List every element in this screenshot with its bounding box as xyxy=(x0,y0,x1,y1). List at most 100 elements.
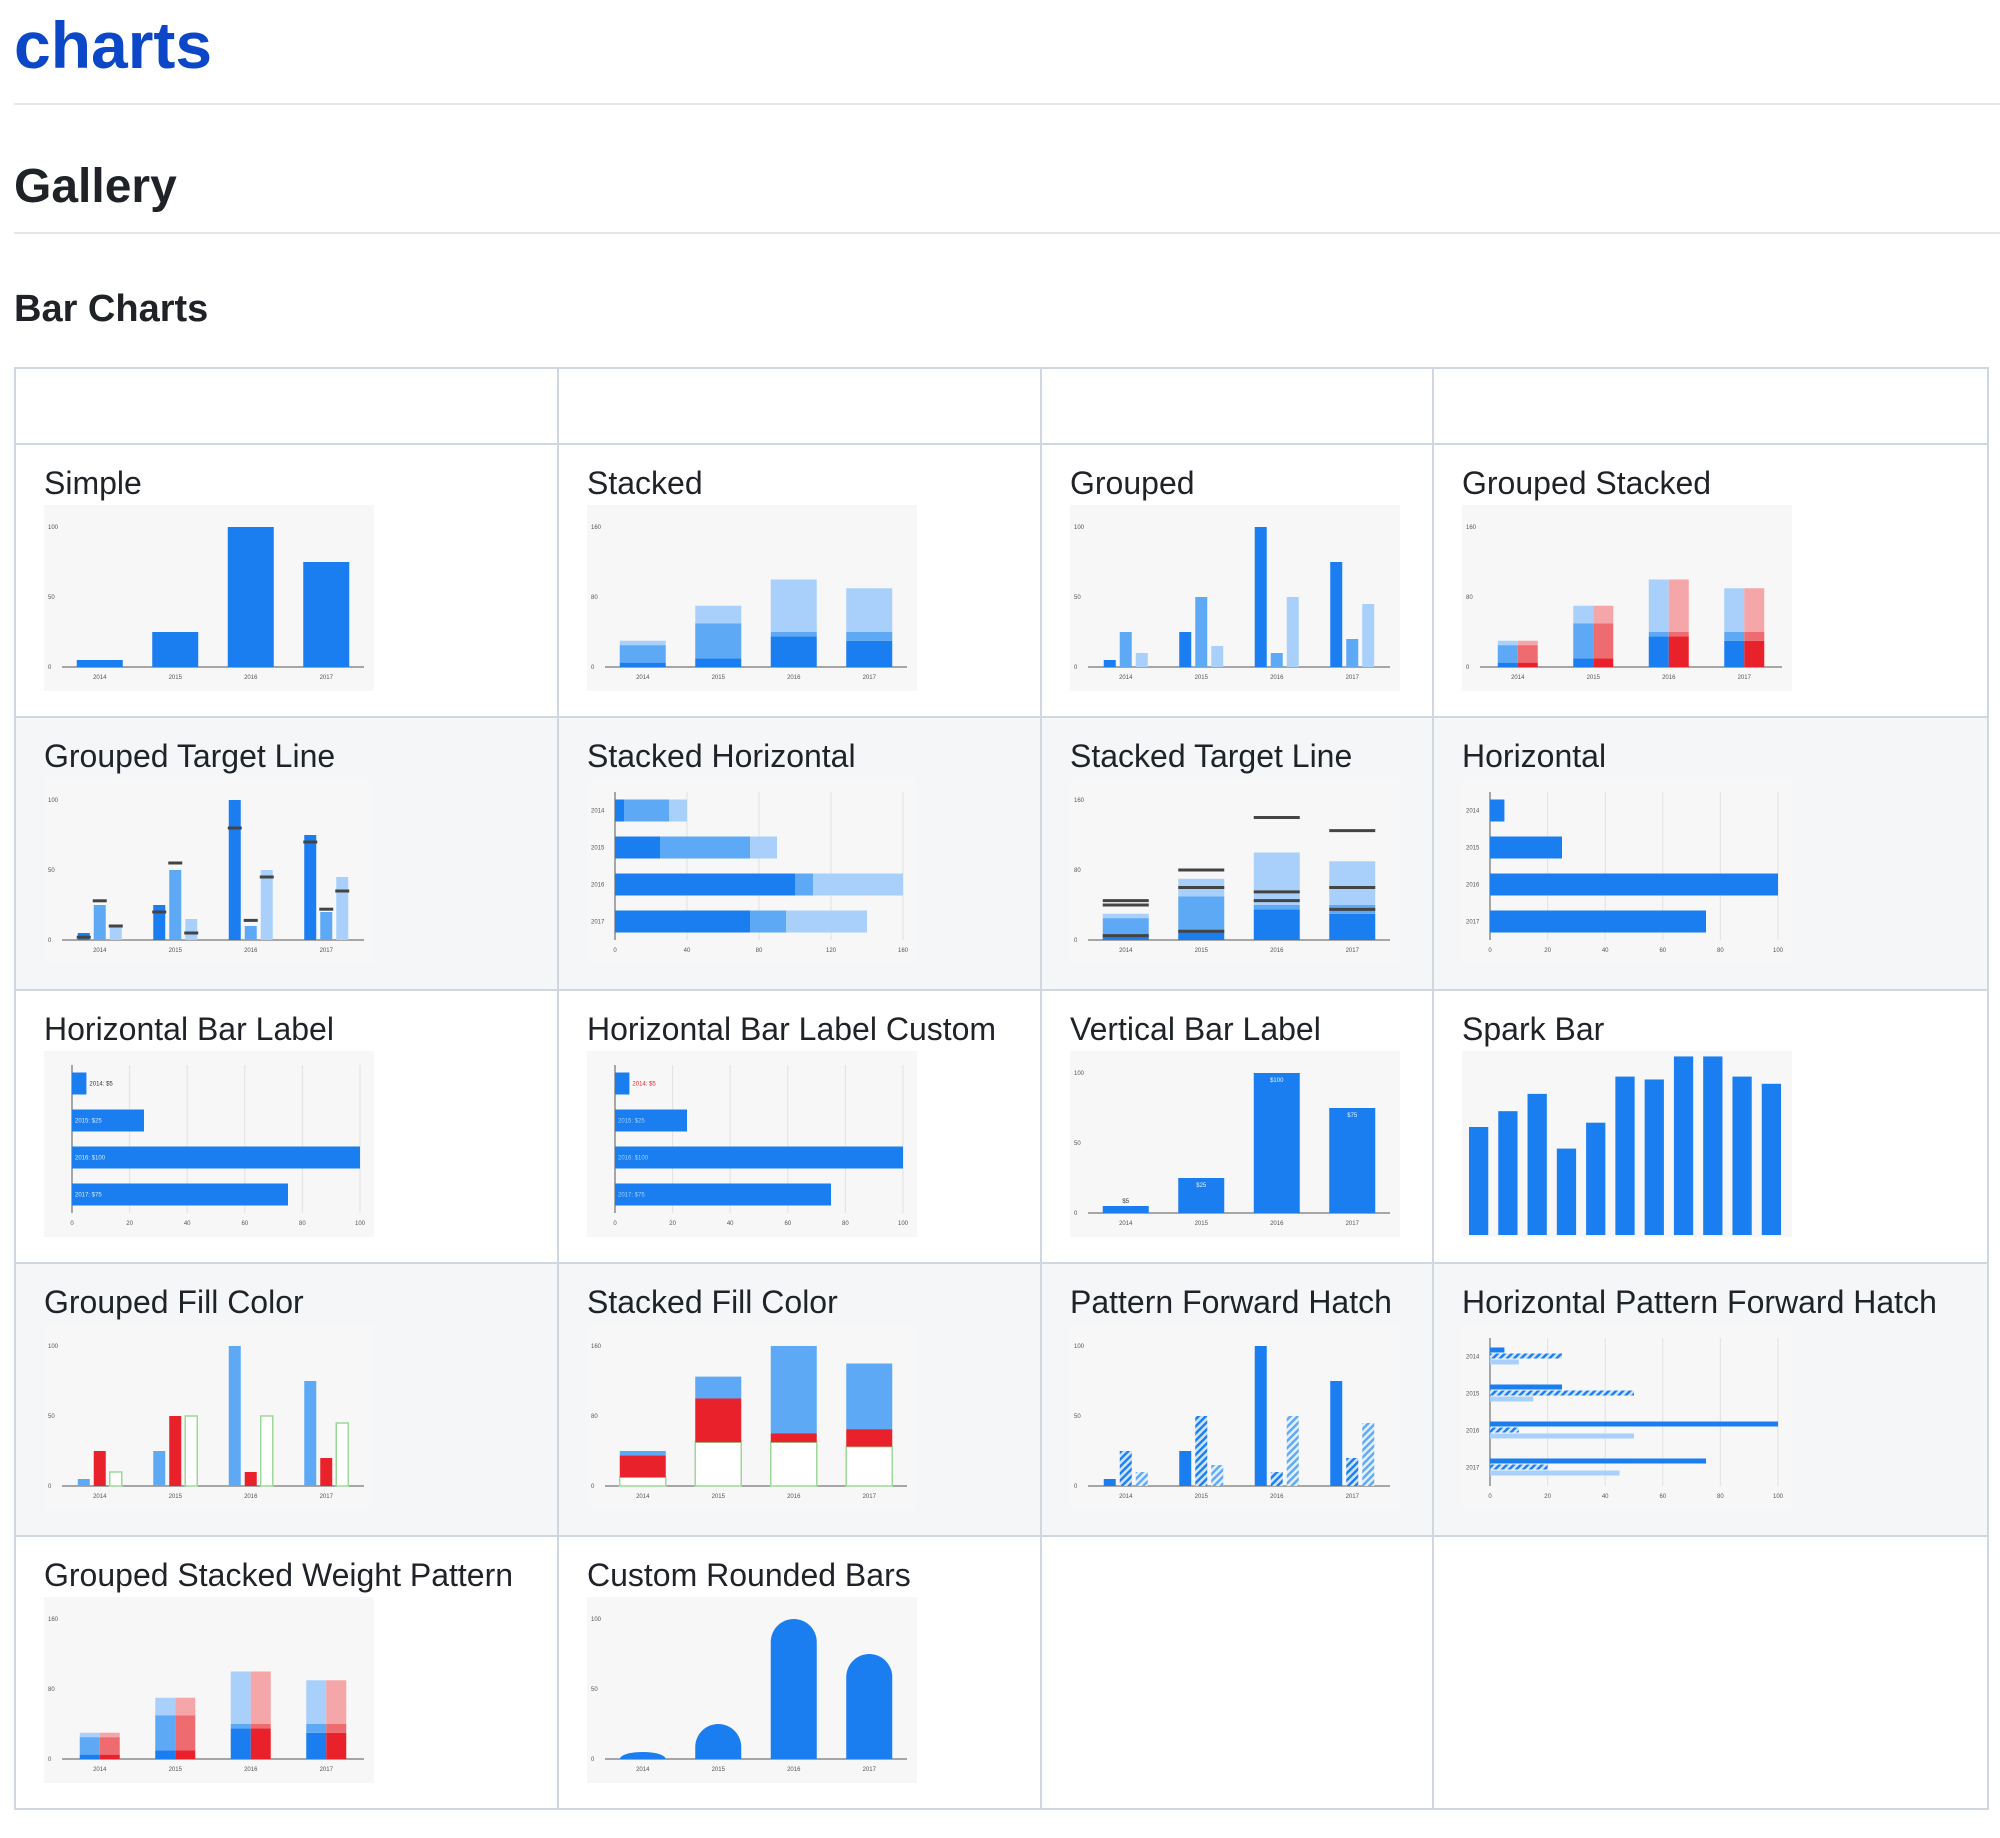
y-tick-label: 80 xyxy=(591,1414,598,1420)
bar xyxy=(1668,579,1689,632)
chart-stacked-fill-color[interactable]: 160 80 0 2014 2015 2016 2017 xyxy=(587,1324,917,1510)
x-tick-label: 2014 xyxy=(93,1494,107,1500)
chart-grouped-fill-color[interactable]: 100 50 0 2014 2015 2016 2017 xyxy=(44,1324,374,1510)
bar xyxy=(615,836,660,859)
bar xyxy=(1593,658,1614,667)
bar xyxy=(1119,1451,1132,1486)
x-tick-label: 2016 xyxy=(244,948,258,954)
header-cell xyxy=(1040,367,1434,445)
gallery-cell: Simple 100 50 0 2014 2015 2016 2017 xyxy=(14,443,559,718)
bar xyxy=(1497,640,1518,646)
y-tick-label: 100 xyxy=(48,1344,59,1350)
x-tick-label: 2016 xyxy=(1662,675,1676,681)
bar xyxy=(72,1109,144,1132)
chart-horizontal[interactable]: 0 20 40 60 80 100 2014 2015 2016 2017 xyxy=(1462,778,1792,964)
chart-custom-rounded-bars[interactable]: 100 50 0 2014 2015 2016 2017 xyxy=(587,1597,917,1783)
bar xyxy=(175,1715,196,1751)
bar xyxy=(770,632,817,637)
bar-value-label: 2017: $75 xyxy=(75,1193,102,1199)
x-tick-label: 2014 xyxy=(1119,675,1133,681)
chart-grouped[interactable]: 100 50 0 2014 2015 2016 2017 xyxy=(1070,505,1400,691)
gallery-table: Simple 100 50 0 2014 2015 2016 2017 Stacked 160 8… xyxy=(14,367,1989,1810)
gallery-cell: Vertical Bar Label 100 50 0 2014 2015 2016 2017… xyxy=(1040,989,1434,1264)
bar xyxy=(813,873,903,896)
bar xyxy=(155,1750,176,1759)
chart-stacked-target-line[interactable]: 160 80 0 2014 2015 2016 2017 xyxy=(1070,778,1400,964)
bar xyxy=(770,1619,817,1759)
chart-title: Pattern Forward Hatch xyxy=(1070,1284,1392,1320)
bar xyxy=(846,1363,893,1430)
x-tick-label: 2015 xyxy=(1195,1221,1209,1227)
bar xyxy=(306,1732,327,1759)
bar xyxy=(336,877,349,940)
bar xyxy=(770,1433,817,1443)
x-tick-label: 40 xyxy=(727,1221,734,1227)
bar xyxy=(260,1415,274,1487)
chart-grouped-stacked[interactable]: 160 80 0 2014 2015 2016 2017 xyxy=(1462,505,1792,691)
chart-simple[interactable]: 100 50 0 2014 2015 2016 2017 xyxy=(44,505,374,691)
bar xyxy=(1490,1421,1778,1427)
bar xyxy=(1644,1079,1664,1235)
bar xyxy=(1490,1470,1620,1476)
bar xyxy=(76,660,123,667)
gallery-cell: Stacked Fill Color 160 80 0 2014 2015 2016 2017 xyxy=(557,1262,1042,1537)
bar xyxy=(1648,632,1669,637)
bar xyxy=(93,1451,106,1486)
page-title[interactable]: charts xyxy=(14,8,213,82)
bar xyxy=(1593,605,1614,624)
y-tick-label: 0 xyxy=(48,1484,52,1490)
bar xyxy=(1490,799,1505,822)
x-tick-label: 80 xyxy=(842,1221,849,1227)
bar xyxy=(1648,579,1669,632)
bar xyxy=(1490,1347,1505,1353)
x-tick-label: 2015 xyxy=(712,675,726,681)
y-tick-label: 100 xyxy=(1074,1344,1085,1350)
bar xyxy=(619,1476,667,1487)
bar xyxy=(244,1472,257,1486)
chart-horizontal-bar-label[interactable]: 0 20 40 60 80 100 2014: $5 2015: $25 2016: $100 2… xyxy=(44,1051,374,1237)
x-tick-label: 60 xyxy=(1659,1494,1666,1500)
bar xyxy=(109,926,122,940)
chart-grouped-target-line[interactable]: 100 50 0 2014 2015 2016 2017 xyxy=(44,778,374,964)
chart-title: Stacked Target Line xyxy=(1070,738,1353,774)
bar xyxy=(79,1737,100,1755)
bar xyxy=(228,800,241,940)
bar xyxy=(155,1697,176,1716)
bar xyxy=(1668,632,1689,637)
bar xyxy=(1724,588,1745,632)
gallery-cell-empty xyxy=(1040,1535,1434,1810)
chart-stacked[interactable]: 160 80 0 2014 2015 2016 2017 xyxy=(587,505,917,691)
x-tick-label: 80 xyxy=(1717,948,1724,954)
y-tick-label: 160 xyxy=(591,1344,602,1350)
chart-pattern-forward-hatch[interactable]: 100 50 0 2014 2015 2016 2017 xyxy=(1070,1324,1400,1510)
bar xyxy=(615,873,795,896)
chart-spark-bar[interactable] xyxy=(1462,1051,1792,1237)
chart-stacked-horizontal[interactable]: 0 40 80 120 160 2014 2015 2016 2017 xyxy=(587,778,917,964)
bar xyxy=(615,1183,831,1206)
bar xyxy=(615,799,624,822)
bar xyxy=(1490,1458,1706,1464)
bar xyxy=(260,870,273,940)
chart-title: Grouped Fill Color xyxy=(44,1284,304,1320)
x-tick-label: 2014 xyxy=(636,1767,650,1773)
y-tick-label: 0 xyxy=(591,1757,595,1763)
bar xyxy=(1724,632,1745,641)
bar xyxy=(230,1671,251,1724)
bar xyxy=(1253,1073,1300,1213)
bar xyxy=(1573,623,1594,659)
bar xyxy=(99,1732,120,1738)
x-tick-label: 2015 xyxy=(169,1767,183,1773)
x-tick-label: 60 xyxy=(784,1221,791,1227)
chart-grouped-stacked-weight-pattern[interactable]: 160 80 0 2014 2015 2016 2017 xyxy=(44,1597,374,1783)
chart-vertical-bar-label[interactable]: 100 50 0 2014 2015 2016 2017 $5 $25 $100 $75 xyxy=(1070,1051,1400,1237)
bar xyxy=(624,799,669,822)
bar xyxy=(175,1750,196,1759)
gallery-cell: Horizontal Bar Label 0 20 40 60 80 100 2014: $5… xyxy=(14,989,559,1264)
gallery-row: Simple 100 50 0 2014 2015 2016 2017 Stacked 160 8… xyxy=(14,443,1989,718)
bar xyxy=(1211,1465,1224,1486)
chart-horizontal-bar-label-custom[interactable]: 0 20 40 60 80 100 2014: $5 2015: $25 2016: $100 2… xyxy=(587,1051,917,1237)
bar xyxy=(1254,527,1267,667)
bar xyxy=(1253,905,1300,910)
y-tick-label: 0 xyxy=(1074,1211,1078,1217)
chart-horizontal-pattern-forward-hatch[interactable]: 0 20 40 60 80 100 2014 2015 2016 2017 xyxy=(1462,1324,1792,1510)
